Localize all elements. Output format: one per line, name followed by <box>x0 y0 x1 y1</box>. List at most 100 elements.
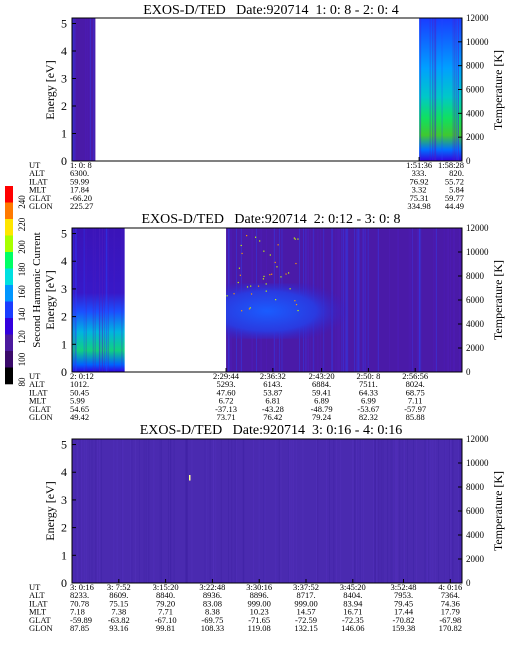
panel-1-plot-area <box>72 18 462 161</box>
spectrogram-segment <box>419 18 462 161</box>
orbit-value: 83.08 <box>203 598 222 608</box>
spectrogram-streak <box>159 439 161 583</box>
spectrogram-speck <box>239 274 241 276</box>
y2-tick-label: 12000 <box>466 223 489 233</box>
y-tick-label: 1 <box>61 127 67 141</box>
orbit-value: -57.97 <box>404 404 426 414</box>
spectrogram-streak <box>121 439 123 583</box>
orbit-value: 44.49 <box>445 201 464 211</box>
spectrogram-streak <box>75 439 77 583</box>
spectrogram-streak <box>413 439 414 583</box>
orbit-row-label: ILAT <box>29 387 48 397</box>
spectrogram-streak <box>75 228 77 372</box>
y2-tick-label: 10000 <box>466 37 489 47</box>
orbit-value: 3:45:20 <box>340 582 366 592</box>
spectrogram-streak <box>451 439 453 583</box>
spectrogram-streak <box>407 439 408 583</box>
spectrogram-streak <box>352 439 354 583</box>
colorbar-tick-label: 200 <box>17 240 27 254</box>
spectrogram-streak <box>419 228 420 372</box>
spectrogram-streak <box>131 439 133 583</box>
spectrogram-streak <box>85 18 86 161</box>
spectrogram-segment <box>72 228 125 372</box>
spectrogram-streak <box>84 439 86 583</box>
spectrogram-streak <box>288 439 290 583</box>
spectrogram-streak <box>231 439 233 583</box>
colorbar-box <box>5 285 13 302</box>
spectrogram-streak <box>148 439 150 583</box>
orbit-value: 8840. <box>156 590 175 600</box>
spectrogram-streak <box>435 228 436 372</box>
orbit-value: 3:52:48 <box>391 582 417 592</box>
spectrogram-streak <box>278 439 280 583</box>
spectrogram-streak <box>449 439 451 583</box>
orbit-value: 49.42 <box>70 412 89 422</box>
spectrogram-speck <box>277 244 279 246</box>
orbit-value: 1:58:28 <box>438 160 464 170</box>
orbit-value: 59.77 <box>445 193 464 203</box>
panel-3-ylabel: Energy [eV] <box>43 481 57 540</box>
spectrogram-streak <box>387 439 389 583</box>
spectrogram-streak <box>116 439 118 583</box>
spectrogram-streak <box>395 439 396 583</box>
orbit-value: 47.60 <box>216 387 235 397</box>
orbit-value: 7364. <box>441 590 460 600</box>
spectrogram-speck <box>269 274 271 276</box>
orbit-value: 333. <box>412 168 427 178</box>
spectrogram-streak <box>89 439 90 583</box>
spectrogram-speck <box>259 240 261 242</box>
spectrogram-streak <box>452 18 454 161</box>
spectrogram-streak <box>185 439 187 583</box>
orbit-value: 7953. <box>394 590 413 600</box>
orbit-value: 79.24 <box>312 412 332 422</box>
y2-tick-label: 6000 <box>466 85 485 95</box>
orbit-value: 7511. <box>359 379 378 389</box>
spectrogram-speck <box>265 290 267 292</box>
spectrogram-streak <box>425 439 427 583</box>
y-tick-label: 1 <box>61 548 67 562</box>
orbit-value: 8896. <box>250 590 269 600</box>
orbit-value: 108.33 <box>201 623 224 633</box>
spectrogram-streak <box>75 439 77 583</box>
panel-1-axes: 0 1 2 3 4 5 0 2000 4000 6000 8000 10000 12000 <box>61 13 489 168</box>
spectrogram-streak <box>419 18 421 161</box>
spectrogram-streak <box>393 439 395 583</box>
spectrogram-streak <box>170 439 171 583</box>
spectrogram-streak <box>317 439 319 583</box>
orbit-value: 3.32 <box>412 185 427 195</box>
orbit-value: -69.75 <box>201 615 223 625</box>
spectrogram-streak <box>390 439 392 583</box>
orbit-value: 82.32 <box>359 412 378 422</box>
orbit-value: 2: 0:12 <box>70 371 94 381</box>
spectrogram-streak <box>79 439 81 583</box>
y2-tick-label: 6000 <box>466 506 485 516</box>
spectrogram-streak <box>93 18 95 161</box>
orbit-value: 6884. <box>312 379 331 389</box>
orbit-value: 8717. <box>296 590 315 600</box>
orbit-value: 3:37:52 <box>293 582 319 592</box>
plot-background <box>72 18 462 161</box>
orbit-value: 3: 0:16 <box>70 582 94 592</box>
spectrogram-streak <box>328 439 330 583</box>
spectrogram-speck <box>265 283 267 285</box>
panel-2-y2label: Temperature [K] <box>491 260 505 340</box>
orbit-value: 7.71 <box>158 607 173 617</box>
spectrogram-streak <box>103 228 105 372</box>
spectrogram-streak <box>212 439 214 583</box>
orbit-value: 4: 0:16 <box>438 582 462 592</box>
spectrogram-streak <box>220 439 222 583</box>
orbit-value: -67.98 <box>439 615 461 625</box>
spectrogram-streak <box>113 439 115 583</box>
y-tick-label: 3 <box>61 282 67 296</box>
y-tick-label: 2 <box>61 99 67 113</box>
spectrogram-streak <box>106 228 108 372</box>
spectrogram-streak <box>360 439 362 583</box>
orbit-value: 76.92 <box>410 176 429 186</box>
orbit-value: 70.78 <box>70 598 89 608</box>
spectrogram-streak <box>205 439 207 583</box>
spectrogram-streak <box>401 439 403 583</box>
orbit-value: 17.44 <box>394 607 414 617</box>
colorbar-box <box>5 351 13 368</box>
orbit-value: 5293. <box>216 379 235 389</box>
